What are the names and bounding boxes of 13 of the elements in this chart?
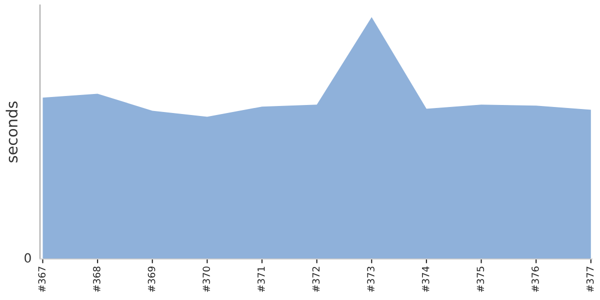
x-tick-label: #373 (367, 266, 374, 292)
x-tick-label: #372 (312, 266, 320, 292)
x-tick-label: #367 (38, 266, 46, 292)
x-tick-label: #376 (532, 266, 539, 292)
x-tick-label: #368 (93, 266, 100, 292)
x-tick-label: #377 (586, 266, 594, 292)
x-tick-label: #370 (202, 266, 210, 292)
x-tick-label: #374 (422, 266, 430, 292)
x-tick-label: #371 (257, 266, 265, 292)
x-tick-label: #375 (476, 266, 484, 292)
y-axis-title: seconds (6, 102, 18, 162)
x-tick-label: #369 (148, 266, 156, 292)
text: 0 (24, 253, 31, 263)
